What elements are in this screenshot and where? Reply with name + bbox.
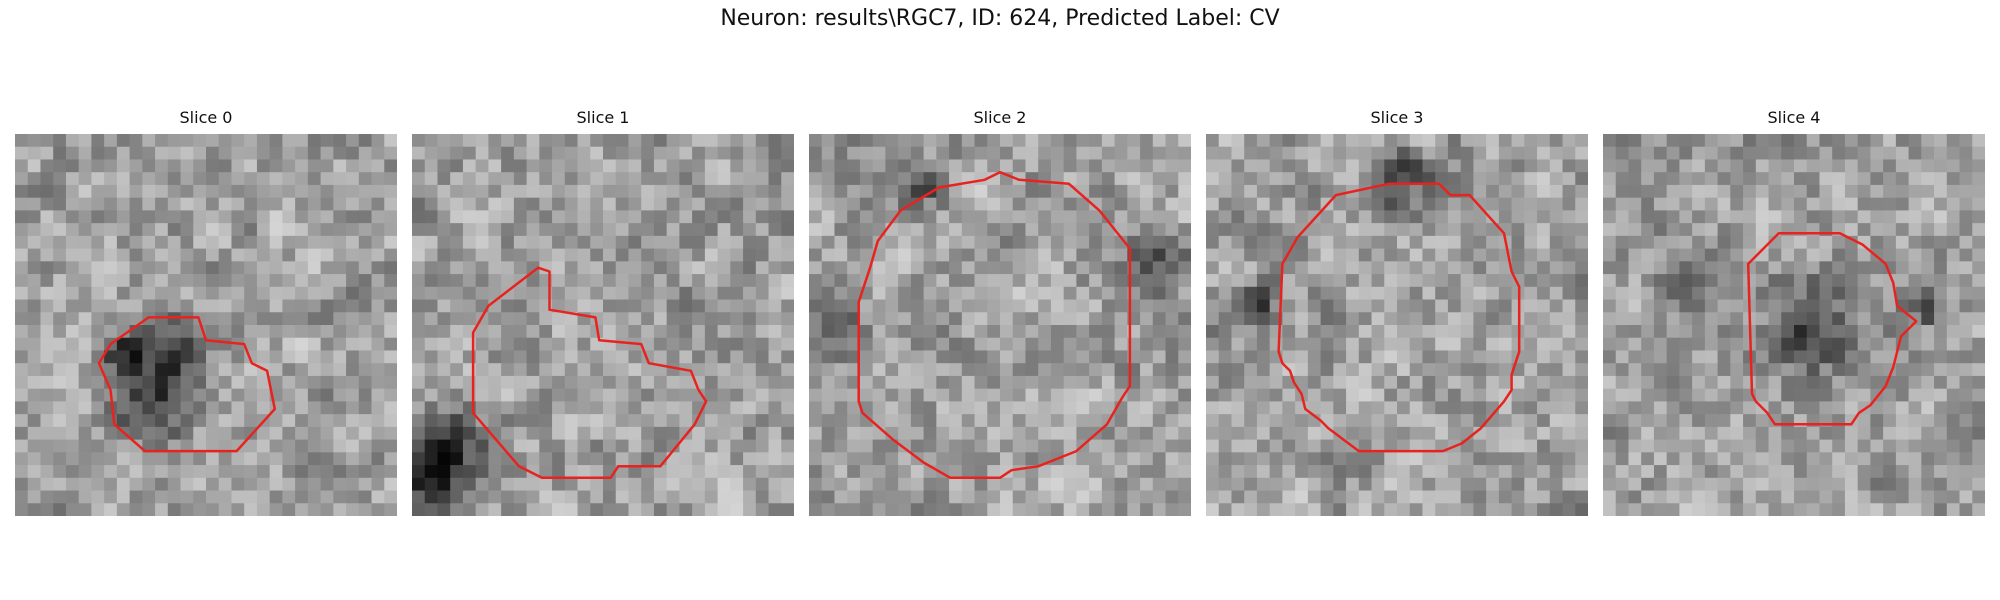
cell-outline — [1746, 232, 1918, 426]
cell-outline — [857, 170, 1132, 480]
pixel-grid — [412, 134, 794, 516]
slice-image-0 — [15, 134, 397, 516]
cell-outline — [97, 316, 277, 453]
pixel-grid — [809, 134, 1191, 516]
figure-title: Neuron: results\RGC7, ID: 624, Predicted… — [720, 6, 1280, 31]
slice-title-3: Slice 3 — [1370, 108, 1424, 127]
pixel-grid — [1206, 134, 1588, 516]
slice-panel-1: Slice 1 — [412, 108, 794, 518]
slice-title-2: Slice 2 — [973, 108, 1027, 127]
slice-image-4 — [1603, 134, 1985, 516]
slice-image-1 — [412, 134, 794, 516]
slice-title-4: Slice 4 — [1767, 108, 1821, 127]
pixel-grid — [15, 134, 397, 516]
slice-panel-2: Slice 2 — [809, 108, 1191, 518]
slice-title-1: Slice 1 — [576, 108, 630, 127]
pixel-grid — [1603, 134, 1985, 516]
cell-outline — [471, 266, 708, 480]
slice-panel-0: Slice 0 — [15, 108, 397, 518]
slice-image-3 — [1206, 134, 1588, 516]
slice-image-2 — [809, 134, 1191, 516]
slice-title-0: Slice 0 — [179, 108, 233, 127]
cell-outline — [1277, 182, 1521, 453]
slice-panel-4: Slice 4 — [1603, 108, 1985, 518]
slice-panel-3: Slice 3 — [1206, 108, 1588, 518]
